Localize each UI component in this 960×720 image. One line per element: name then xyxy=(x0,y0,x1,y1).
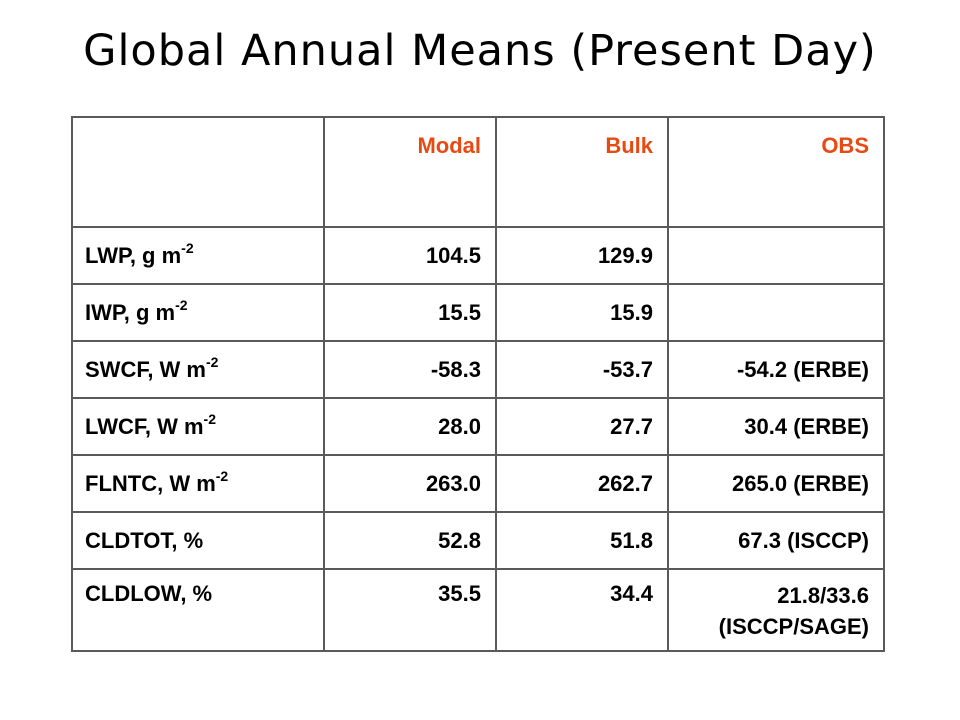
header-obs: OBS xyxy=(667,116,885,228)
cell-obs: 67.3 (ISCCP) xyxy=(667,511,885,570)
means-table: Modal Bulk OBS LWP, g m-2 104.5 129.9 IW… xyxy=(71,116,885,652)
cell-modal: 28.0 xyxy=(323,397,497,456)
row-label-iwp: IWP, g m-2 xyxy=(71,283,325,342)
row-label-swcf: SWCF, W m-2 xyxy=(71,340,325,399)
row-label-text: SWCF, W m xyxy=(85,357,206,382)
row-label-flntc: FLNTC, W m-2 xyxy=(71,454,325,513)
cell-bulk: 34.4 xyxy=(495,568,669,652)
unit-exponent: -2 xyxy=(175,296,188,313)
table-row: SWCF, W m-2 -58.3 -53.7 -54.2 (ERBE) xyxy=(71,340,885,399)
header-bulk: Bulk xyxy=(495,116,669,228)
table-row: FLNTC, W m-2 263.0 262.7 265.0 (ERBE) xyxy=(71,454,885,513)
table-row: LWP, g m-2 104.5 129.9 xyxy=(71,226,885,285)
cell-modal: 35.5 xyxy=(323,568,497,652)
row-label-text: IWP, g m xyxy=(85,300,176,325)
cell-obs-line1: 21.8/33.6 xyxy=(777,583,869,608)
cell-obs: 265.0 (ERBE) xyxy=(667,454,885,513)
table-row: CLDTOT, % 52.8 51.8 67.3 (ISCCP) xyxy=(71,511,885,570)
cell-bulk: 15.9 xyxy=(495,283,669,342)
cell-bulk: 129.9 xyxy=(495,226,669,285)
cell-bulk: 51.8 xyxy=(495,511,669,570)
cell-modal: 104.5 xyxy=(323,226,497,285)
table-row: LWCF, W m-2 28.0 27.7 30.4 (ERBE) xyxy=(71,397,885,456)
unit-exponent: -2 xyxy=(206,353,219,370)
cell-obs-line2: (ISCCP/SAGE) xyxy=(718,614,869,639)
header-modal: Modal xyxy=(323,116,497,228)
row-label-text: LWP, g m xyxy=(85,243,182,268)
row-label-lwp: LWP, g m-2 xyxy=(71,226,325,285)
row-label-cldlow: CLDLOW, % xyxy=(71,568,325,652)
row-label-text: FLNTC, W m xyxy=(85,471,216,496)
cell-modal: 263.0 xyxy=(323,454,497,513)
unit-exponent: -2 xyxy=(181,239,194,256)
cell-modal: 52.8 xyxy=(323,511,497,570)
cell-obs xyxy=(667,283,885,342)
cell-obs: -54.2 (ERBE) xyxy=(667,340,885,399)
row-label-text: CLDLOW, % xyxy=(85,581,213,606)
row-label-cldtot: CLDTOT, % xyxy=(71,511,325,570)
cell-bulk: 27.7 xyxy=(495,397,669,456)
header-empty-cell xyxy=(71,116,325,228)
row-label-text: CLDTOT, % xyxy=(85,528,204,553)
cell-obs xyxy=(667,226,885,285)
cell-obs: 30.4 (ERBE) xyxy=(667,397,885,456)
unit-exponent: -2 xyxy=(215,467,229,484)
row-label-text: LWCF, W m xyxy=(85,414,204,439)
row-label-lwcf: LWCF, W m-2 xyxy=(71,397,325,456)
table-row: IWP, g m-2 15.5 15.9 xyxy=(71,283,885,342)
slide-title: Global Annual Means (Present Day) xyxy=(83,26,877,76)
cell-obs: 21.8/33.6 (ISCCP/SAGE) xyxy=(667,568,885,652)
cell-modal: -58.3 xyxy=(323,340,497,399)
table-row: CLDLOW, % 35.5 34.4 21.8/33.6 (ISCCP/SAGE… xyxy=(71,568,885,652)
cell-modal: 15.5 xyxy=(323,283,497,342)
unit-exponent: -2 xyxy=(203,410,216,427)
cell-bulk: -53.7 xyxy=(495,340,669,399)
table-header-row: Modal Bulk OBS xyxy=(71,116,885,228)
cell-bulk: 262.7 xyxy=(495,454,669,513)
